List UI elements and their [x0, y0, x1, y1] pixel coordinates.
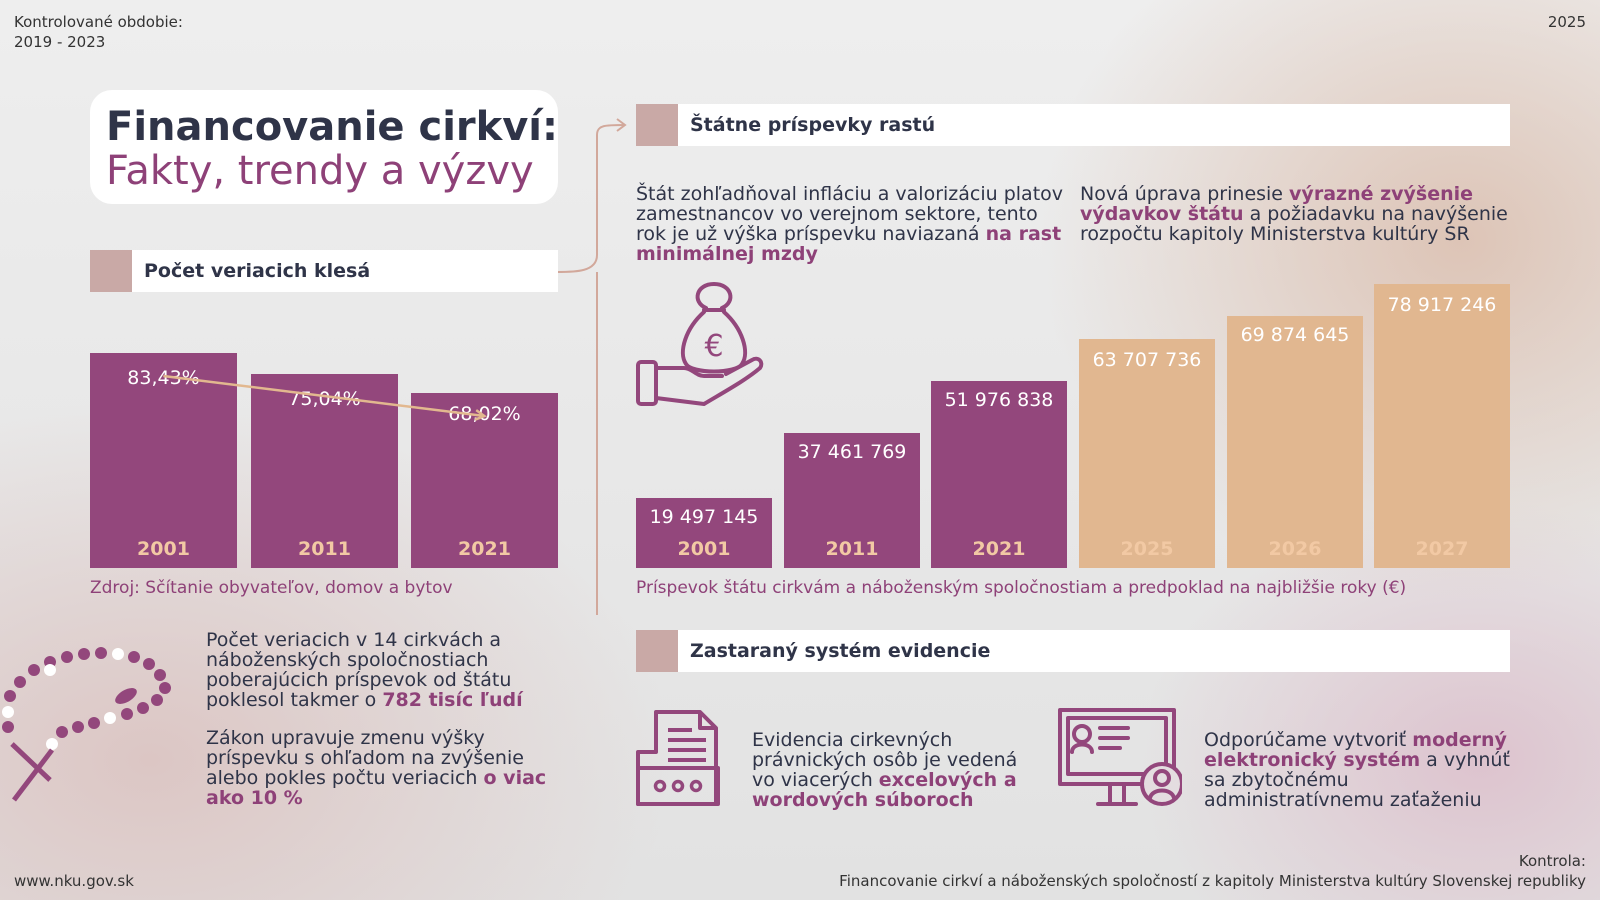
believers-section-marker — [90, 250, 132, 292]
title-card — [90, 90, 558, 204]
bar-year-label: 2021 — [458, 538, 511, 560]
believers-text-2-highlight: o viac ako 10 % — [206, 767, 547, 809]
evidence-section-title: Zastaraný systém evidencie — [690, 640, 991, 662]
contributions-text-right: Nová úprava prinesie výrazné zvýšenie vý… — [1080, 184, 1510, 244]
money-bag-hand-icon: € — [636, 282, 764, 406]
believers-text-1-main: Počet veriacich v 14 cirkvách a nábožens… — [206, 629, 512, 711]
bar-value-label: 63 707 736 — [1092, 349, 1202, 371]
believers-section-header — [90, 250, 558, 292]
evidence-text-left: Evidencia cirkevných právnických osôb je… — [752, 730, 1042, 810]
evidence-text-right-main: Odporúčame vytvoriť — [1204, 729, 1413, 751]
period-value: 2019 - 2023 — [14, 33, 106, 51]
contributions-text-right-highlight: výrazné zvýšenie výdavkov štátu — [1080, 183, 1474, 225]
evidence-text-right-highlight: moderný elektronický systém — [1204, 729, 1507, 771]
believers-text-2-main: Zákon upravuje zmenu výšky príspevku s o… — [206, 727, 524, 789]
contributions-text-left-highlight: na rast minimálnej mzdy — [636, 223, 1062, 265]
evidence-text-right-end: a vyhnúť sa zbytočnému administratívnemu… — [1204, 749, 1510, 811]
contributions-text-left-main: Štát zohľadňoval infláciu a valorizáciu … — [636, 183, 1064, 245]
documents-folder-icon — [636, 710, 720, 806]
contributions-section-marker — [636, 104, 678, 146]
bar-value-label: 78 917 246 — [1387, 294, 1497, 316]
bar-year-label: 2001 — [137, 538, 190, 560]
contributions-caption: Príspevok štátu cirkvám a náboženským sp… — [636, 578, 1407, 598]
bar-2021 — [931, 381, 1067, 568]
bar-year-label: 2001 — [677, 538, 731, 560]
contributions-section-header — [636, 104, 1510, 146]
bar-year-label: 2027 — [1415, 538, 1469, 560]
bar-year-label: 2011 — [298, 538, 351, 560]
bar-value-label: 19 497 145 — [649, 506, 759, 528]
trend-arrow — [163, 374, 487, 421]
bar-year-label: 2026 — [1268, 538, 1322, 560]
bar-2011 — [251, 374, 398, 568]
contributions-text-right-main: Nová úprava prinesie — [1080, 183, 1290, 205]
bar-2001 — [636, 498, 772, 568]
bar-value-label: 68,02% — [448, 403, 521, 425]
contributions-section-title: Štátne príspevky rastú — [690, 114, 936, 136]
section-connector — [556, 118, 627, 615]
contributions-chart: 19 497 145 2001 37 461 769 2011 51 976 838 20… — [636, 280, 1510, 568]
believers-chart: 83,43% 2001 75,04% 2011 68,02% 2021 — [90, 310, 558, 568]
bar-2011 — [784, 433, 920, 568]
evidence-section-marker — [636, 630, 678, 672]
bar-value-label: 83,43% — [127, 367, 200, 389]
page-subtitle: Fakty, trendy a výzvy — [106, 148, 534, 194]
bar-2025 — [1079, 339, 1215, 568]
rosary-icon — [2, 647, 171, 802]
believers-section-title: Počet veriacich klesá — [144, 260, 371, 282]
website-link[interactable]: www.nku.gov.sk — [14, 872, 134, 890]
bar-year-label: 2025 — [1120, 538, 1174, 560]
bar-value-label: 37 461 769 — [797, 441, 907, 463]
page-title: Financovanie cirkví: — [106, 104, 559, 150]
trend-arrow-line — [163, 374, 485, 418]
evidence-text-right: Odporúčame vytvoriť moderný elektronický… — [1204, 730, 1514, 810]
bar-2027 — [1374, 284, 1510, 568]
bar-value-label: 69 874 645 — [1240, 324, 1350, 346]
believers-text-1: Počet veriacich v 14 cirkvách a nábožens… — [206, 630, 556, 710]
bar-2026 — [1227, 316, 1363, 568]
control-value: Financovanie cirkví a náboženských spolo… — [839, 872, 1586, 890]
bar-2001 — [90, 353, 237, 568]
bar-year-label: 2011 — [825, 538, 879, 560]
bar-2021 — [411, 393, 558, 568]
control-label: Kontrola: — [1518, 852, 1586, 870]
contributions-text-right-end: a požiadavku na navýšenie rozpočtu kapit… — [1080, 203, 1508, 245]
evidence-text-left-main: Evidencia cirkevných právnických osôb je… — [752, 729, 1018, 791]
publication-year: 2025 — [1547, 13, 1586, 31]
contributions-text-left: Štát zohľadňoval infláciu a valorizáciu … — [636, 184, 1066, 264]
believers-source: Zdroj: Sčítanie obyvateľov, domov a byto… — [90, 578, 453, 598]
believers-text-2: Zákon upravuje zmenu výšky príspevku s o… — [206, 728, 556, 808]
period-label: Kontrolované obdobie: — [14, 13, 183, 31]
computer-user-icon — [1058, 708, 1182, 806]
believers-text-1-highlight: 782 tisíc ľudí — [382, 689, 523, 711]
evidence-text-left-highlight: excelových a wordových súboroch — [752, 769, 1017, 811]
bar-year-label: 2021 — [972, 538, 1026, 560]
bar-value-label: 51 976 838 — [944, 389, 1054, 411]
evidence-section-header — [636, 630, 1510, 672]
svg-text:€: € — [704, 329, 723, 364]
trend-arrow-head — [474, 409, 487, 421]
